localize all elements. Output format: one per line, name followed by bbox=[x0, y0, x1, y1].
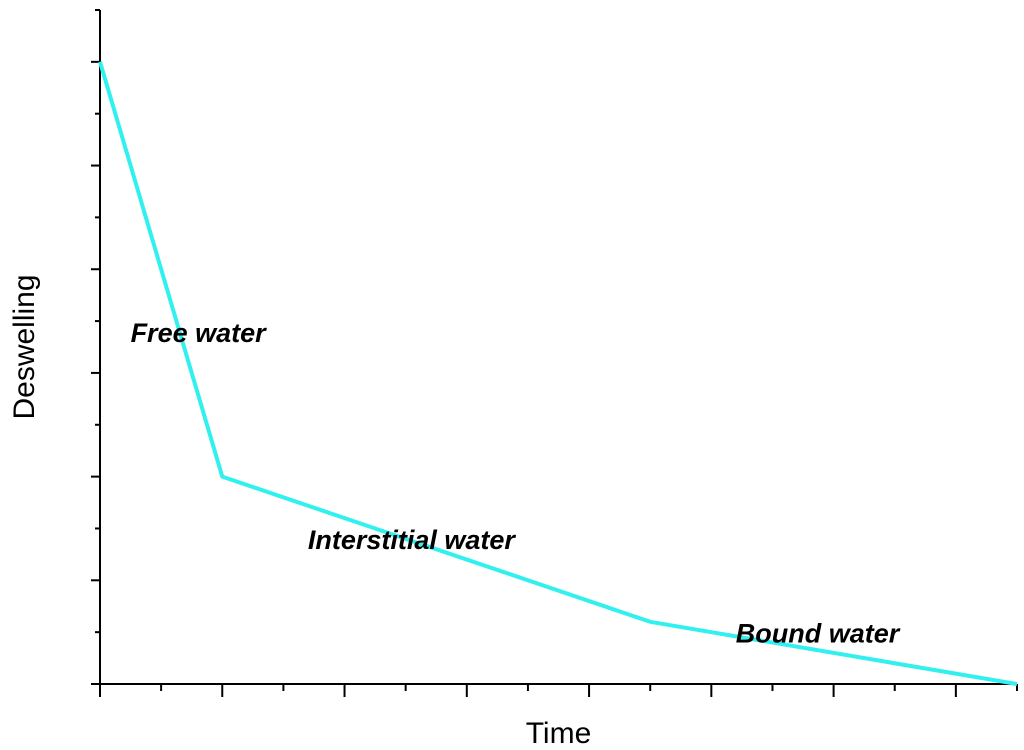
annotation-interstitial-water: Interstitial water bbox=[308, 525, 517, 555]
annotation-bound-water: Bound water bbox=[736, 619, 901, 649]
series-layer bbox=[98, 61, 1018, 686]
x-axis-label: Time bbox=[526, 717, 592, 750]
annotation-layer: Free water Interstitial water Bound water bbox=[131, 318, 901, 649]
y-axis-label: Deswelling bbox=[8, 274, 41, 419]
x-ticks bbox=[99, 684, 1018, 697]
axes bbox=[91, 9, 1018, 697]
annotation-free-water: Free water bbox=[131, 318, 268, 348]
series-line-0 bbox=[98, 61, 1018, 686]
y-ticks bbox=[91, 9, 100, 685]
